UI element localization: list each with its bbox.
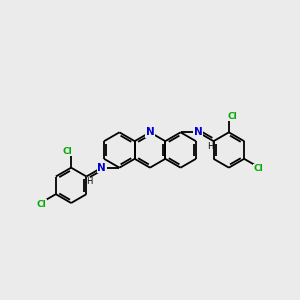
Text: Cl: Cl (254, 164, 264, 173)
Text: Cl: Cl (36, 200, 46, 209)
Text: N: N (98, 163, 106, 173)
Text: Cl: Cl (62, 147, 72, 156)
Text: N: N (194, 127, 203, 137)
Text: N: N (146, 127, 154, 137)
Text: H: H (207, 142, 214, 151)
Text: H: H (86, 177, 93, 186)
Text: Cl: Cl (228, 112, 238, 121)
